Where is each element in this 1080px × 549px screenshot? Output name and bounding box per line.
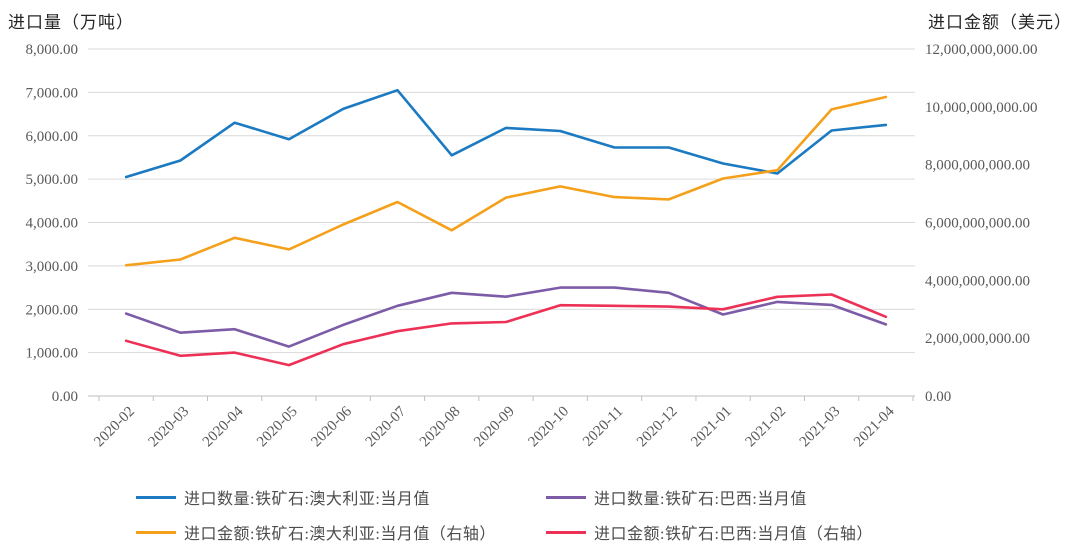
line-chart-canvas: 0.00 1,000.00 2,000.00 3,000.00 4,000.00 5,00… bbox=[26, 42, 1038, 451]
legend-item-brazil-quantity: 进口数量:铁矿石:巴西:当月值 bbox=[546, 486, 873, 508]
right-axis-tick-label: 12,000,000,000.00 bbox=[925, 42, 1038, 58]
left-axis-tick-label: 5,000.00 bbox=[26, 172, 79, 188]
legend-label: 进口数量:铁矿石:澳大利亚:当月值 bbox=[184, 491, 430, 508]
x-axis-category-label: 2020-08 bbox=[417, 404, 464, 451]
legend-line-swatch-purple bbox=[546, 495, 586, 499]
right-axis-title: 进口金额（美元） bbox=[928, 13, 1072, 32]
left-axis-tick-label: 8,000.00 bbox=[26, 42, 79, 58]
x-axis-category-label: 2020-05 bbox=[254, 404, 301, 451]
left-axis-tick-label: 3,000.00 bbox=[26, 259, 79, 275]
x-axis-category-label: 2020-10 bbox=[525, 404, 572, 451]
x-axis-category-label: 2020-12 bbox=[634, 404, 681, 451]
legend-item-brazil-amount: 进口金额:铁矿石:巴西:当月值（右轴） bbox=[546, 521, 873, 543]
legend-line-swatch-blue bbox=[136, 495, 176, 499]
series-line-1 bbox=[124, 286, 888, 348]
x-axis-category-label: 2021-03 bbox=[797, 404, 844, 451]
series-line-0 bbox=[124, 88, 888, 179]
right-axis-tick-label: 8,000,000,000.00 bbox=[925, 158, 1030, 174]
left-axis-tick-label: 2,000.00 bbox=[26, 302, 79, 318]
right-axis-tick-label: 0.00 bbox=[925, 389, 951, 405]
legend-line-swatch-orange bbox=[136, 530, 176, 534]
x-axis-category-label: 2021-02 bbox=[742, 404, 789, 451]
legend-label: 进口数量:铁矿石:巴西:当月值 bbox=[594, 491, 807, 508]
legend-label: 进口金额:铁矿石:澳大利亚:当月值（右轴） bbox=[184, 526, 496, 543]
right-axis-tick-label: 6,000,000,000.00 bbox=[925, 216, 1030, 232]
x-axis-category-label: 2020-04 bbox=[200, 403, 247, 450]
right-axis-tick-label: 2,000,000,000.00 bbox=[925, 331, 1030, 347]
x-axis-category-label: 2020-02 bbox=[91, 404, 138, 451]
legend-line-swatch-red bbox=[546, 530, 586, 534]
left-axis-tick-label: 7,000.00 bbox=[26, 85, 79, 101]
x-axis-category-label: 2020-03 bbox=[146, 404, 193, 451]
left-axis-tick-label: 1,000.00 bbox=[26, 346, 79, 362]
left-axis-tick-label: 6,000.00 bbox=[26, 129, 79, 145]
left-axis-tick-label: 0.00 bbox=[52, 389, 78, 405]
x-axis-category-label: 2020-11 bbox=[580, 404, 626, 450]
x-axis-category-label: 2020-07 bbox=[363, 403, 410, 450]
series-line-2 bbox=[124, 95, 888, 267]
x-axis-category-label: 2021-04 bbox=[851, 403, 898, 450]
x-axis-category-label: 2020-06 bbox=[308, 403, 355, 450]
left-axis-title: 进口量（万吨） bbox=[8, 13, 134, 32]
chart-legend: 进口数量:铁矿石:澳大利亚:当月值 进口数量:铁矿石:巴西:当月值 进口金额:铁… bbox=[136, 486, 873, 543]
legend-label: 进口金额:铁矿石:巴西:当月值（右轴） bbox=[594, 526, 873, 543]
legend-item-australia-amount: 进口金额:铁矿石:澳大利亚:当月值（右轴） bbox=[136, 521, 546, 543]
x-axis-category-label: 2020-09 bbox=[471, 404, 518, 451]
left-axis-tick-label: 4,000.00 bbox=[26, 216, 79, 232]
right-axis-tick-label: 4,000,000,000.00 bbox=[925, 273, 1030, 289]
right-axis-tick-label: 10,000,000,000.00 bbox=[925, 100, 1038, 116]
series-line-3 bbox=[124, 293, 888, 367]
x-axis-category-label: 2021-01 bbox=[688, 404, 735, 451]
legend-item-australia-quantity: 进口数量:铁矿石:澳大利亚:当月值 bbox=[136, 486, 546, 508]
